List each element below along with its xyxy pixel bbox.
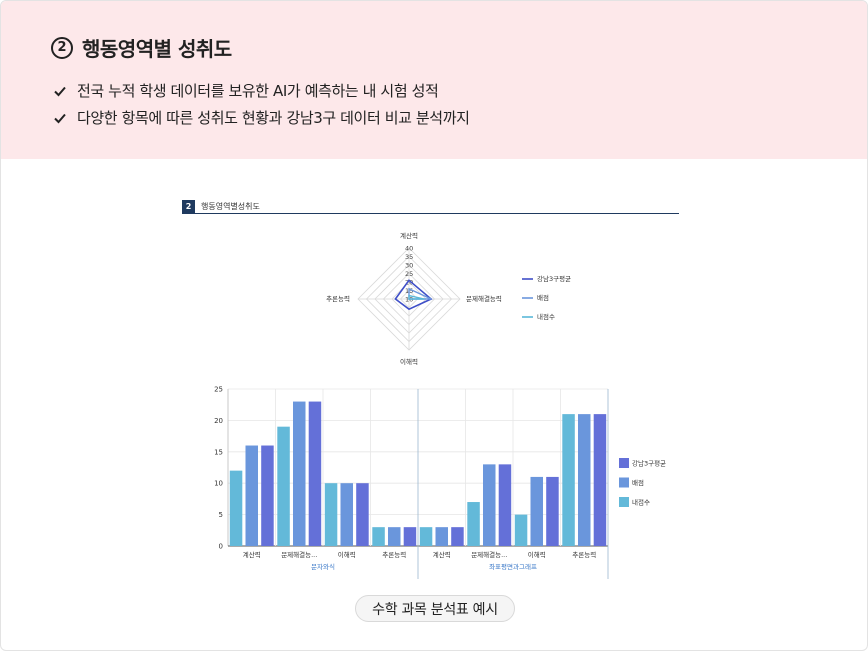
bar-mark [229,470,243,546]
bar-mark [546,476,559,546]
bar-x-tick-label: 계산력 [243,550,261,559]
caption-pill: 수학 과목 분석표 예시 [355,595,515,622]
radar-grid-ring [357,247,461,351]
bar-y-tick-label: 25 [214,386,223,394]
bar-x-tick-label: 문제해결능... [281,550,317,559]
bar-mark [593,414,607,546]
bar-x-tick-label: 이해력 [338,550,356,559]
check-icon [54,113,66,123]
feature-item-text: 다양한 항목에 따른 성취도 현황과 강남3구 데이터 비교 분석까지 [77,109,470,127]
bar-mark [261,445,274,546]
bar-group-label: 문자와식 [311,562,335,571]
radar-tick-label: 35 [405,253,413,261]
bar-mark [308,401,322,546]
section-header: 2 행동영역별 성취도 전국 누적 학생 데이터를 보유한 AI가 예측하는 내… [1,1,867,159]
bar-legend-label: 강남3구평균 [632,459,666,468]
section-title-text: 행동영역별 성취도 [82,37,232,61]
bar-y-tick-label: 0 [219,543,223,551]
bar-group-label: 좌표평면과그래프 [489,562,537,571]
bar-mark [435,527,448,546]
report-number-badge: 2 [182,200,195,213]
bar-x-tick-label: 추론능력 [572,551,596,559]
feature-item: 다양한 항목에 따른 성취도 현황과 강남3구 데이터 비교 분석까지 [53,104,470,131]
report-title: 행동영역별성취도 [201,202,260,211]
radar-series-line [408,287,432,300]
radar-grid-ring [365,255,453,343]
section-title: 2 행동영역별 성취도 [51,33,232,62]
radar-tick-label: 25 [405,270,413,278]
bar-x-tick-label: 문제해결능... [471,550,507,559]
radar-axis-label: 계산력 [400,231,418,240]
bar-mark [293,401,306,546]
radar-series-line [394,279,433,311]
bar-mark [530,476,543,546]
bar-legend-label: 내점수 [632,498,650,507]
feature-list: 전국 누적 학생 데이터를 보유한 AI가 예측하는 내 시험 성적 다양한 항… [53,77,470,131]
bar-mark [483,464,496,546]
bar-mark [514,514,528,546]
bar-mark [372,527,385,546]
bar-mark [451,527,464,546]
bar-legend-swatch [619,497,629,507]
report-header: 2 행동영역별성취도 [182,200,679,213]
radar-tick-label: 40 [405,245,413,253]
bar-mark [498,464,512,546]
bar-x-tick-label: 이해력 [528,550,546,559]
bar-mark [388,527,401,546]
radar-axis-label: 문제해결능력 [466,294,502,303]
radar-grid-ring [391,281,427,317]
bar-mark [356,483,369,546]
bar-y-tick-label: 10 [214,480,223,488]
radar-tick-label: 15 [405,287,413,295]
radar-legend-label: 배점 [537,293,549,302]
bar-mark [578,414,591,546]
check-icon [54,86,66,96]
bar-mark [467,502,480,546]
bar-mark [562,414,575,546]
radar-series-line [408,294,425,300]
radar-grid-ring [399,289,419,309]
bar-x-tick-label: 추론능력 [382,551,406,559]
bar-mark [245,445,258,546]
radar-axis-label: 이해력 [400,357,418,366]
bar-mark [419,527,433,546]
bar-mark [324,483,338,546]
radar-legend-label: 강남3구평균 [537,274,571,283]
section-number-badge: 2 [51,36,73,59]
bar-legend-swatch [619,477,629,488]
feature-item: 전국 누적 학생 데이터를 보유한 AI가 예측하는 내 시험 성적 [53,77,470,104]
feature-item-text: 전국 누적 학생 데이터를 보유한 AI가 예측하는 내 시험 성적 [77,82,439,100]
radar-tick-label: 20 [405,279,413,287]
bar-y-tick-label: 5 [219,511,223,519]
bar-legend-label: 배점 [632,478,644,487]
radar-legend-label: 내점수 [537,312,555,321]
bar-mark [340,483,353,546]
report-panel: 2 행동영역별성취도 [182,200,679,214]
bar-y-tick-label: 20 [214,417,223,425]
radar-tick-label: 30 [405,262,413,270]
radar-grid-ring [374,264,444,334]
bar-y-tick-label: 15 [214,448,223,456]
bar-x-tick-label: 계산력 [433,550,451,559]
radar-axis-label: 추론능력 [326,295,350,303]
radar-grid-ring [382,272,436,326]
bar-mark [403,527,417,546]
bar-legend-swatch [619,458,629,468]
report-divider [182,213,679,214]
bar-mark [277,426,290,546]
radar-tick-label: 10 [405,296,413,304]
